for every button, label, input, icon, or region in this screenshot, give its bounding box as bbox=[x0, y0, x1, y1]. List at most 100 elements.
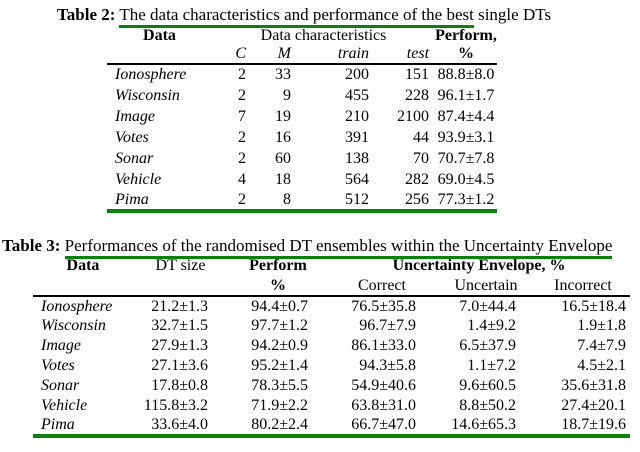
value-cell: 76.5±35.8 bbox=[351, 297, 416, 315]
value-cell: 27.4±20.1 bbox=[561, 397, 626, 414]
value-cell: 8.8±50.2 bbox=[459, 397, 516, 414]
table3: Data DT size Perform Uncertainty Envelop… bbox=[33, 256, 630, 438]
value-cell: 4.5±2.1 bbox=[577, 357, 626, 374]
table-row: Ionosphere 21.2±1.3 94.4±0.7 76.5±35.8 7.0±4… bbox=[33, 296, 630, 316]
table3-header: Data DT size Perform Uncertainty Envelop… bbox=[33, 256, 630, 297]
table3-caption: Table 3: Performances of the randomised … bbox=[2, 236, 613, 259]
dataset-name-cell: Ionosphere bbox=[115, 66, 187, 83]
table2-col-data: Data bbox=[143, 27, 176, 44]
value-cell: 93.9±3.1 bbox=[437, 128, 495, 146]
value-cell: 9 bbox=[283, 86, 291, 104]
value-cell: 86.1±33.0 bbox=[351, 337, 416, 354]
value-cell: 138 bbox=[345, 149, 369, 167]
table2-header-row-2: C M train test % bbox=[107, 45, 498, 65]
value-cell: 33.6±4.0 bbox=[151, 416, 208, 433]
value-cell: 94.3±5.8 bbox=[359, 357, 416, 374]
value-cell: 2 bbox=[238, 66, 246, 83]
dataset-name-cell: Vehicle bbox=[41, 397, 88, 414]
table-row: Image 7 19 210 2100 87.4±4.4 bbox=[107, 106, 497, 127]
value-cell: 16 bbox=[275, 128, 291, 146]
value-cell: 391 bbox=[345, 128, 369, 146]
value-cell: 94.2±0.9 bbox=[251, 337, 308, 354]
table-row: Vehicle 4 18 564 282 69.0±4.5 bbox=[107, 169, 497, 190]
value-cell: 2 bbox=[238, 149, 246, 167]
value-cell: 71.9±2.2 bbox=[251, 397, 308, 414]
table-row: Wisconsin 2 9 455 228 96.1±1.7 bbox=[107, 85, 497, 106]
value-cell: 151 bbox=[405, 66, 430, 83]
value-cell: 44 bbox=[413, 128, 430, 146]
value-cell: 4 bbox=[238, 170, 246, 188]
table2-caption-label: Table 2: bbox=[57, 5, 116, 24]
table3-header-row-1: Data DT size Perform Uncertainty Envelop… bbox=[33, 256, 630, 276]
value-cell: 95.2±1.4 bbox=[251, 357, 308, 374]
dataset-name-cell: Image bbox=[115, 107, 155, 125]
value-cell: 70.7±7.8 bbox=[437, 149, 495, 167]
value-cell: 77.3±1.2 bbox=[437, 190, 495, 208]
value-cell: 27.9±1.3 bbox=[151, 337, 208, 354]
value-cell: 228 bbox=[405, 86, 430, 104]
value-cell: 69.0±4.5 bbox=[437, 170, 495, 188]
dataset-name-cell: Pima bbox=[41, 416, 75, 433]
value-cell: 9.6±60.5 bbox=[459, 377, 516, 394]
value-cell: 210 bbox=[345, 107, 369, 125]
value-cell: 18.7±19.6 bbox=[561, 416, 626, 433]
value-cell: 35.6±31.8 bbox=[561, 377, 626, 394]
value-cell: 2 bbox=[238, 128, 246, 146]
value-cell: 18 bbox=[275, 170, 291, 188]
value-cell: 60 bbox=[275, 149, 291, 167]
dataset-name-cell: Wisconsin bbox=[41, 317, 106, 334]
value-cell: 200 bbox=[345, 66, 369, 83]
table3-subcol-uncertain: Uncertain bbox=[436, 276, 536, 297]
value-cell: 80.2±2.4 bbox=[251, 416, 308, 433]
value-cell: 564 bbox=[345, 170, 369, 188]
table-row: Wisconsin 32.7±1.5 97.7±1.2 96.7±7.9 1.4±9.2… bbox=[33, 316, 630, 336]
value-cell: 2100 bbox=[397, 107, 430, 125]
value-cell: 8 bbox=[283, 190, 291, 208]
table3-body: Ionosphere 21.2±1.3 94.4±0.7 76.5±35.8 7.0±4… bbox=[33, 296, 630, 436]
table-row: Ionosphere 2 33 200 151 88.8±8.0 bbox=[107, 64, 497, 85]
dataset-name-cell: Ionosphere bbox=[41, 297, 113, 315]
table2-col-perform: Perform, bbox=[435, 27, 497, 44]
table3-caption-underlined-text: Performances of the randomised DT ensemb… bbox=[64, 236, 613, 259]
value-cell: 6.5±37.9 bbox=[459, 337, 516, 354]
value-cell: 115.8±3.2 bbox=[143, 397, 208, 414]
table-row: Pima 33.6±4.0 80.2±2.4 66.7±47.0 14.6±65.3 18… bbox=[33, 416, 630, 436]
table-row: Votes 27.1±3.6 95.2±1.4 94.3±5.8 1.1±7.2 4.5±… bbox=[33, 356, 630, 376]
table2-subcol-empty bbox=[107, 45, 212, 65]
table2: Data Data characteristics Perform, C M t… bbox=[107, 27, 498, 213]
value-cell: 2 bbox=[238, 190, 246, 208]
value-cell: 455 bbox=[345, 86, 369, 104]
value-cell: 1.4±9.2 bbox=[467, 317, 516, 334]
value-cell: 16.5±18.4 bbox=[561, 297, 626, 315]
table2-subcol-c: C bbox=[212, 45, 252, 65]
table3-col-group-uncertainty-envelope: Uncertainty Envelope, % bbox=[392, 257, 566, 274]
table3-col-dt-size: DT size bbox=[155, 257, 206, 274]
table2-caption: Table 2: The data characteristics and pe… bbox=[57, 5, 552, 28]
table-row: Image 27.9±1.3 94.2±0.9 86.1±33.0 6.5±37.9 7.… bbox=[33, 336, 630, 356]
table3-col-perform: Perform bbox=[249, 257, 307, 274]
value-cell: 94.4±0.7 bbox=[251, 297, 308, 315]
table3-subcol-empty-1 bbox=[33, 276, 133, 297]
table3-caption-label: Table 3: bbox=[2, 236, 61, 255]
value-cell: 7 bbox=[238, 107, 246, 125]
table2-caption-tail-text: single DTs bbox=[478, 5, 552, 24]
table3-subcol-correct: Correct bbox=[328, 276, 436, 297]
table-row: Votes 2 16 391 44 93.9±3.1 bbox=[107, 127, 497, 148]
table-row: Vehicle 115.8±3.2 71.9±2.2 63.8±31.0 8.8±50.… bbox=[33, 396, 630, 416]
value-cell: 1.1±7.2 bbox=[467, 357, 516, 374]
dataset-name-cell: Image bbox=[41, 337, 81, 354]
value-cell: 96.1±1.7 bbox=[437, 86, 495, 104]
table-row: Sonar 2 60 138 70 70.7±7.8 bbox=[107, 148, 497, 169]
table2-subcol-test: test bbox=[375, 45, 436, 65]
value-cell: 14.6±65.3 bbox=[451, 416, 516, 433]
value-cell: 256 bbox=[405, 190, 430, 208]
value-cell: 21.2±1.3 bbox=[151, 297, 208, 315]
value-cell: 54.9±40.6 bbox=[351, 377, 416, 394]
dataset-name-cell: Votes bbox=[41, 357, 75, 374]
table2-header: Data Data characteristics Perform, C M t… bbox=[107, 27, 498, 65]
table-row: Pima 2 8 512 256 77.3±1.2 bbox=[107, 190, 497, 211]
value-cell: 96.7±7.9 bbox=[359, 317, 416, 334]
value-cell: 88.8±8.0 bbox=[437, 66, 495, 83]
table3-subcol-percent: % bbox=[228, 276, 328, 297]
